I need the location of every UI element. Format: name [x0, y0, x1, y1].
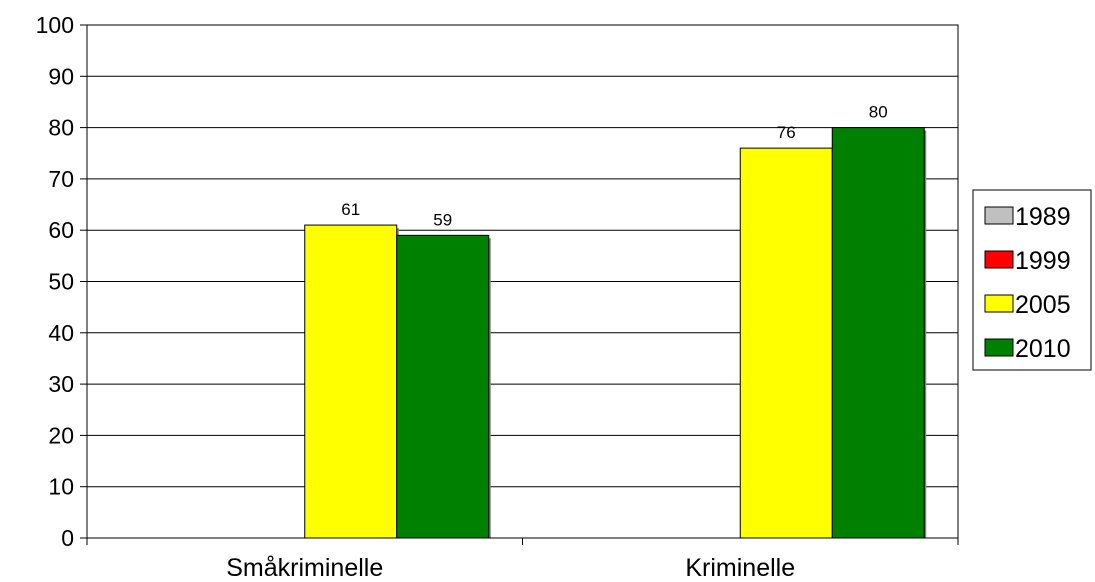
x-axis-category-labels: Småkriminelle Kriminelle: [226, 554, 795, 582]
y-tick-label: 40: [48, 320, 74, 346]
data-labels: 61 59 76 80: [341, 103, 887, 230]
data-label: 61: [341, 200, 360, 219]
data-label: 80: [869, 103, 888, 122]
y-tick-label: 80: [48, 115, 74, 141]
legend-label: 1989: [1015, 203, 1071, 231]
y-tick-label: 30: [48, 371, 74, 397]
y-tick-label: 0: [61, 525, 74, 551]
data-label: 59: [433, 210, 452, 229]
legend-swatch-1999: [984, 250, 1014, 269]
y-tick-label: 20: [48, 422, 74, 448]
legend-label: 1999: [1015, 247, 1071, 275]
y-tick-label: 100: [36, 12, 74, 38]
category-label: Småkriminelle: [226, 554, 383, 582]
legend: 1989 1999 2005 2010: [972, 189, 1092, 371]
bar-2005-0: [304, 224, 398, 539]
legend-swatch-2005: [984, 294, 1014, 313]
y-tick-label: 70: [48, 166, 74, 192]
y-tick-label: 10: [48, 474, 74, 500]
category-label: Kriminelle: [685, 554, 795, 582]
axes: [80, 24, 959, 545]
data-label: 76: [777, 123, 796, 142]
bar-2010-1: [831, 127, 925, 539]
bars: [304, 127, 927, 539]
bar-2010-0: [396, 234, 490, 539]
y-tick-label: 90: [48, 63, 74, 89]
legend-swatch-1989: [984, 206, 1014, 225]
y-tick-label: 50: [48, 269, 74, 295]
legend-label: 2005: [1015, 291, 1071, 319]
legend-label: 2010: [1015, 335, 1071, 363]
y-tick-label: 60: [48, 217, 74, 243]
y-axis-tick-labels: 0 10 20 30 40 50 60 70 80 90 100: [36, 12, 74, 551]
legend-swatch-2010: [984, 338, 1014, 357]
bar-2005-1: [739, 147, 833, 539]
